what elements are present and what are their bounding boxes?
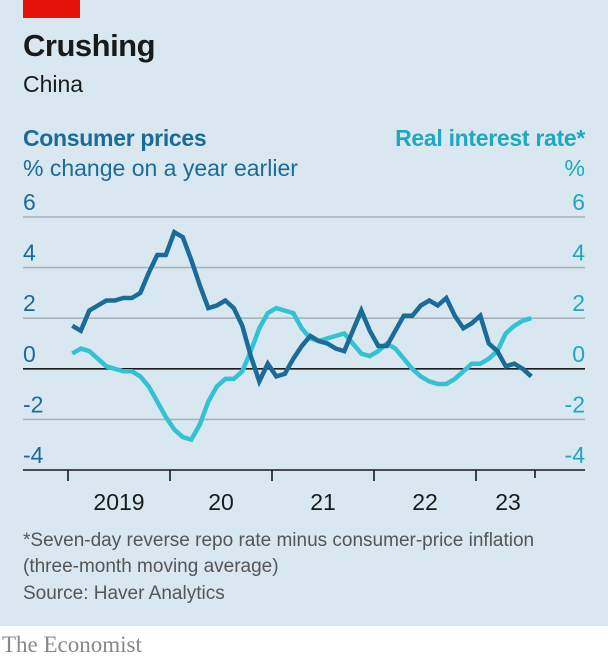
- y-tick-label-right: 4: [572, 240, 585, 266]
- footnote: *Seven-day reverse repo rate minus consu…: [23, 530, 535, 577]
- publisher-logo: The Economist: [2, 632, 142, 657]
- y-tick-label-left: 2: [23, 290, 36, 316]
- y-tick-label-left: 6: [23, 189, 36, 215]
- y-tick-label-right: -4: [565, 442, 586, 468]
- chart-title: Crushing: [23, 28, 156, 63]
- y-tick-label-left: 0: [23, 341, 36, 367]
- y-tick-label-right: -2: [565, 391, 585, 417]
- brand-red-tag: [23, 0, 80, 18]
- x-tick-label: 20: [208, 489, 234, 515]
- y-tick-label-right: 0: [572, 341, 585, 367]
- chart-subtitle: China: [23, 71, 84, 97]
- right-axis-unit: %: [564, 155, 585, 181]
- y-tick-label-left: -2: [23, 391, 43, 417]
- left-series-title: Consumer prices: [23, 125, 207, 151]
- source-note: Source: Haver Analytics: [23, 583, 225, 604]
- y-tick-label-right: 6: [572, 189, 585, 215]
- y-tick-label-right: 2: [572, 290, 585, 316]
- series-line-consumer-prices: [71, 228, 533, 388]
- x-tick-label: 21: [310, 489, 336, 515]
- x-tick-label: 2019: [93, 489, 144, 515]
- x-tick-label: 23: [495, 489, 521, 515]
- left-axis-unit: % change on a year earlier: [23, 155, 298, 181]
- series-line-real-interest-rate: [71, 305, 532, 443]
- chart-panel: [0, 0, 608, 626]
- y-tick-label-left: -4: [23, 442, 44, 468]
- x-tick-label: 22: [412, 489, 438, 515]
- y-tick-label-left: 4: [23, 240, 36, 266]
- right-series-title: Real interest rate*: [395, 125, 585, 151]
